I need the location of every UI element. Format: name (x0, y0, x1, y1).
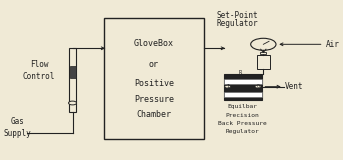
Text: Equilbar: Equilbar (227, 104, 257, 109)
Text: Supply: Supply (3, 129, 31, 138)
Text: Flow: Flow (29, 60, 48, 69)
Bar (224, 74, 262, 100)
Bar (224, 92, 262, 97)
Text: Pressure: Pressure (134, 95, 174, 104)
Bar (104, 18, 204, 139)
Bar (260, 52, 267, 54)
Circle shape (251, 38, 276, 50)
Circle shape (255, 85, 261, 88)
Text: Air: Air (326, 40, 340, 49)
Text: Back Pressure: Back Pressure (218, 121, 267, 126)
Bar (69, 48, 76, 112)
Text: Regulator: Regulator (225, 129, 259, 134)
Text: Set-Point: Set-Point (216, 11, 258, 20)
Text: Gas: Gas (10, 117, 24, 126)
Text: Precision: Precision (225, 113, 259, 118)
Text: GloveBox: GloveBox (134, 39, 174, 48)
Bar (224, 79, 262, 84)
Bar (70, 66, 75, 78)
Text: or: or (149, 60, 159, 69)
Text: Control: Control (23, 72, 55, 81)
Text: O: O (257, 84, 259, 89)
Text: Chamber: Chamber (136, 110, 171, 119)
Text: Vent: Vent (284, 82, 303, 91)
Text: Regulator: Regulator (216, 19, 258, 28)
Text: R: R (239, 70, 242, 75)
Circle shape (69, 101, 76, 105)
Text: I: I (226, 84, 229, 89)
Circle shape (225, 85, 231, 88)
Bar (257, 55, 270, 69)
Text: Positive: Positive (134, 79, 174, 88)
